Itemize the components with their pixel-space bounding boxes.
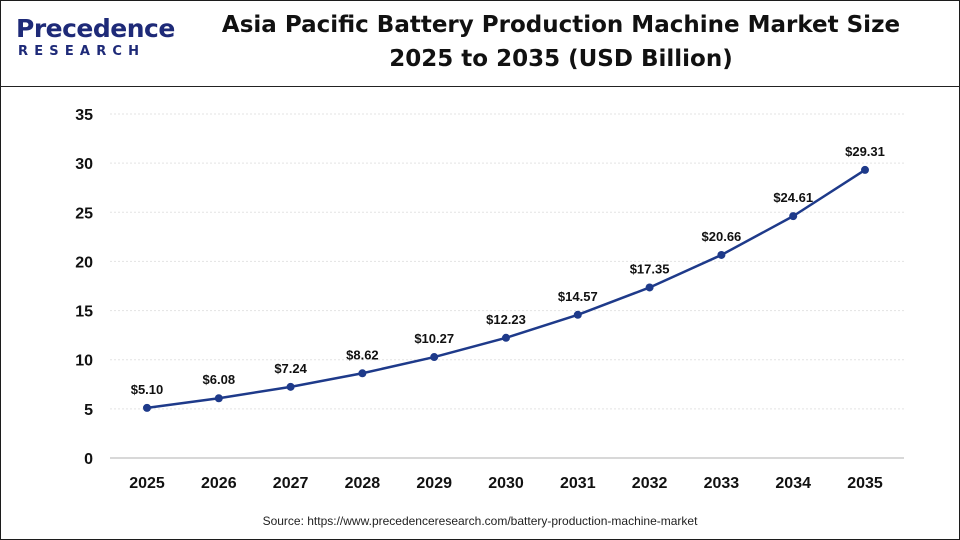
- data-point: [430, 353, 439, 362]
- y-tick-label: 10: [75, 353, 93, 370]
- data-label: $8.62: [346, 347, 379, 362]
- data-label: $20.66: [702, 229, 742, 244]
- data-label: $5.10: [131, 382, 164, 397]
- x-tick-label: 2034: [775, 475, 811, 492]
- data-label: $6.08: [203, 372, 236, 387]
- data-point: [143, 403, 151, 412]
- logo-subtitle: RESEARCH: [18, 44, 146, 59]
- x-tick-label: 2031: [560, 475, 596, 492]
- series-line: [146, 168, 866, 410]
- data-label: $7.24: [274, 361, 307, 376]
- data-label: $12.23: [486, 312, 526, 327]
- y-tick-label: 15: [75, 304, 93, 321]
- data-label: $17.35: [630, 261, 670, 276]
- x-tick-label: 2035: [847, 475, 883, 492]
- source-note: Source: https://www.precedenceresearch.c…: [262, 514, 698, 528]
- data-point: [861, 165, 869, 174]
- x-tick-label: 2032: [632, 475, 668, 492]
- data-point: [286, 382, 295, 391]
- x-tick-label: 2030: [488, 475, 524, 492]
- logo-wordmark: Precedence: [16, 14, 175, 43]
- chart-title-line1: Asia Pacific Battery Production Machine …: [221, 12, 901, 38]
- y-tick-label: 20: [75, 254, 93, 271]
- x-tick-label: 2027: [273, 475, 309, 492]
- y-tick-label: 0: [84, 451, 93, 468]
- data-point: [789, 212, 798, 221]
- chart-title: Asia Pacific Battery Production Machine …: [200, 8, 922, 76]
- x-tick-label: 2033: [704, 475, 740, 492]
- data-point: [214, 394, 223, 403]
- data-label: $14.57: [558, 289, 598, 304]
- y-tick-label: 5: [84, 402, 93, 419]
- data-point: [573, 310, 582, 319]
- x-tick-label: 2025: [129, 475, 165, 492]
- x-tick-label: 2026: [201, 475, 237, 492]
- y-tick-label: 35: [75, 107, 93, 124]
- x-tick-label: 2029: [416, 475, 452, 492]
- y-tick-label: 30: [75, 156, 93, 173]
- x-tick-label: 2028: [345, 475, 381, 492]
- data-label: $29.31: [845, 144, 885, 159]
- data-label: $10.27: [414, 331, 454, 346]
- data-point: [645, 283, 654, 292]
- data-point: [502, 333, 510, 342]
- data-label: $24.61: [773, 190, 813, 205]
- chart-title-line2: 2025 to 2035 (USD Billion): [389, 46, 733, 72]
- data-point: [717, 250, 726, 259]
- header: Precedence RESEARCH Asia Pacific Battery…: [0, 0, 960, 87]
- data-point: [358, 369, 367, 378]
- brand-logo: Precedence RESEARCH: [16, 14, 175, 74]
- y-tick-label: 25: [75, 205, 93, 222]
